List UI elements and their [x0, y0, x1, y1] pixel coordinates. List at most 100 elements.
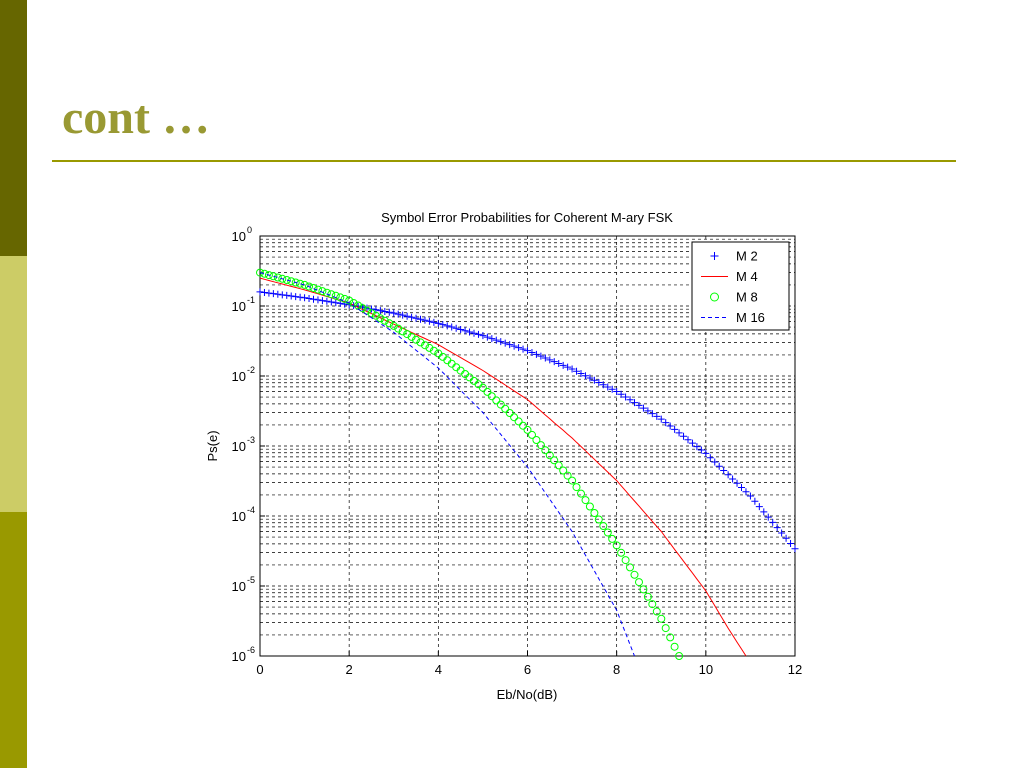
data-point	[706, 454, 714, 462]
x-axis-label: Eb/No(dB)	[497, 687, 558, 702]
data-point	[675, 652, 684, 660]
data-point	[336, 293, 345, 302]
data-point	[590, 376, 598, 384]
data-point	[670, 642, 679, 651]
legend-box	[691, 241, 790, 331]
data-point	[389, 321, 398, 330]
data-point	[443, 322, 451, 330]
y-tick-exponent: -4	[247, 505, 255, 515]
data-point	[688, 439, 696, 447]
data-point	[501, 404, 510, 413]
data-point	[778, 529, 786, 537]
data-point	[684, 436, 692, 444]
data-point	[519, 345, 527, 353]
legend-item: M 8	[710, 290, 758, 305]
data-point	[769, 518, 777, 526]
data-point	[394, 324, 403, 333]
data-point	[537, 352, 545, 360]
data-point	[617, 390, 625, 398]
data-point	[635, 578, 643, 587]
data-point	[407, 332, 416, 341]
y-axis-label: Ps(e)	[205, 430, 220, 461]
data-point	[662, 419, 670, 427]
y-tick-label: 10	[232, 649, 246, 664]
data-point	[260, 288, 268, 296]
data-point	[733, 479, 741, 487]
data-point	[613, 388, 621, 396]
legend-label: M 4	[736, 269, 758, 284]
data-point	[483, 387, 492, 396]
data-point	[541, 446, 550, 455]
data-point	[599, 522, 608, 530]
data-point	[639, 404, 647, 412]
data-point	[310, 295, 317, 303]
data-point	[314, 285, 322, 294]
data-point	[497, 338, 505, 346]
data-point	[746, 492, 754, 500]
data-point	[474, 330, 482, 338]
data-point	[573, 367, 581, 375]
data-point	[287, 277, 296, 286]
data-point	[528, 430, 536, 439]
data-point	[653, 412, 661, 420]
y-tick-label: 10	[232, 579, 246, 594]
data-point	[532, 350, 540, 358]
legend-label: M 8	[736, 290, 758, 305]
data-point	[715, 462, 723, 470]
legend-item: M 2	[710, 249, 758, 264]
data-point	[318, 297, 326, 305]
data-point	[631, 399, 638, 407]
data-point	[461, 327, 469, 335]
data-point	[380, 316, 389, 325]
title-divider	[52, 160, 956, 162]
data-point	[274, 290, 282, 298]
data-point	[751, 497, 759, 505]
y-tick-label: 10	[232, 229, 246, 244]
data-point	[256, 268, 264, 277]
data-point	[385, 308, 393, 316]
data-point	[514, 417, 523, 426]
data-point	[693, 443, 701, 451]
data-point	[666, 422, 674, 430]
data-point	[550, 456, 559, 465]
data-point	[292, 293, 300, 301]
x-tick-label: 0	[256, 662, 263, 677]
data-point	[296, 293, 304, 301]
data-point	[376, 307, 384, 315]
data-point	[595, 379, 603, 387]
x-tick-label: 12	[788, 662, 802, 677]
data-point	[340, 294, 349, 303]
data-point	[671, 425, 679, 433]
data-point	[568, 476, 577, 485]
data-point	[331, 291, 340, 300]
data-point	[381, 307, 389, 315]
y-tick-exponent: -2	[247, 365, 255, 375]
series-layer	[256, 268, 799, 660]
data-point	[657, 415, 665, 423]
data-point	[399, 311, 407, 319]
data-point	[729, 475, 737, 483]
data-point	[617, 548, 626, 557]
data-point	[345, 301, 353, 309]
data-point	[318, 287, 327, 296]
data-point	[661, 624, 670, 633]
data-point	[742, 488, 750, 496]
data-point	[577, 489, 585, 498]
data-point	[612, 541, 621, 550]
data-point	[702, 449, 710, 457]
data-point	[648, 600, 657, 609]
data-point	[327, 298, 335, 306]
data-point	[697, 446, 705, 454]
data-point	[568, 365, 576, 373]
data-point	[282, 276, 291, 284]
data-point	[291, 278, 300, 287]
data-point	[470, 329, 478, 337]
data-point	[479, 332, 487, 340]
data-point	[265, 289, 273, 297]
data-point	[581, 496, 590, 505]
data-point	[367, 309, 376, 318]
data-point	[283, 291, 291, 299]
data-point	[564, 363, 572, 371]
data-point	[760, 508, 768, 516]
data-point	[296, 279, 305, 288]
